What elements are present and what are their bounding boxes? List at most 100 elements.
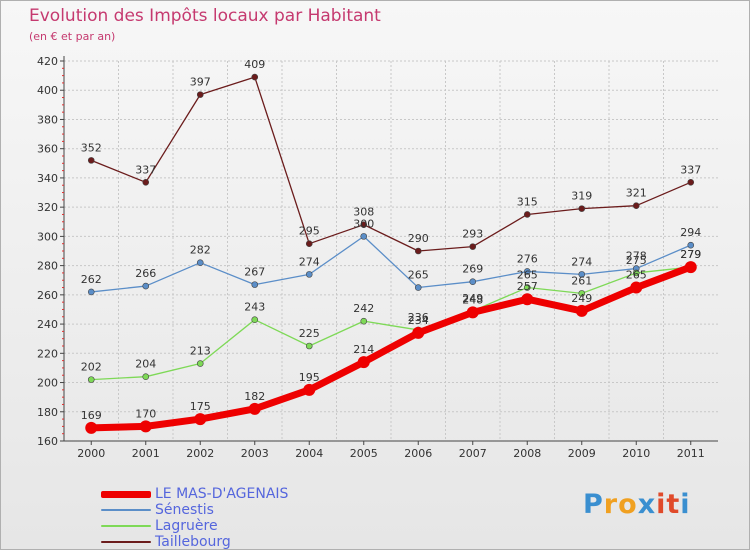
- x-tick-label: 2008: [513, 447, 541, 460]
- data-label: 409: [244, 58, 265, 71]
- data-label: 321: [626, 187, 647, 200]
- data-point: [523, 284, 531, 291]
- data-label: 294: [680, 226, 701, 239]
- data-point: [87, 376, 95, 383]
- data-label: 300: [353, 217, 374, 230]
- data-label: 213: [190, 345, 211, 358]
- data-label: 249: [571, 292, 592, 305]
- data-label: 290: [408, 232, 429, 245]
- data-label: 195: [299, 371, 320, 384]
- legend-label: Taillebourg: [155, 534, 231, 550]
- data-label: 257: [517, 280, 538, 293]
- data-point: [687, 179, 695, 186]
- data-point: [414, 247, 422, 255]
- x-tick-label: 2007: [459, 447, 487, 460]
- data-label: 214: [353, 343, 374, 356]
- legend-swatch: [101, 541, 151, 543]
- data-label: 352: [81, 141, 102, 154]
- x-tick-label: 2002: [186, 447, 214, 460]
- y-tick-label: 340: [37, 172, 58, 185]
- data-point: [360, 317, 368, 325]
- y-tick-label: 300: [37, 230, 58, 243]
- data-point: [248, 402, 261, 415]
- data-point: [466, 306, 479, 319]
- data-point: [305, 342, 313, 350]
- y-tick-label: 240: [37, 318, 58, 331]
- y-tick-label: 220: [37, 347, 58, 360]
- data-label: 265: [626, 269, 647, 282]
- logo-letter: r: [603, 489, 619, 520]
- legend-swatch: [101, 490, 151, 498]
- data-label: 337: [135, 163, 156, 176]
- data-point: [251, 73, 259, 81]
- data-point: [469, 243, 477, 250]
- data-label: 170: [135, 407, 156, 420]
- legend-item: LE MAS-D'AGENAIS: [101, 486, 288, 502]
- data-label: 267: [244, 266, 265, 279]
- series-line: [90, 266, 692, 381]
- data-point: [360, 221, 368, 228]
- data-label: 242: [353, 302, 374, 315]
- y-tick-label: 420: [37, 55, 58, 68]
- data-point: [578, 290, 586, 297]
- data-label: 204: [135, 358, 156, 371]
- data-point: [632, 202, 640, 209]
- data-point: [521, 293, 534, 306]
- data-point: [305, 271, 313, 278]
- logo-letter: o: [618, 489, 638, 520]
- series-line: [90, 235, 692, 293]
- legend-label: LE MAS-D'AGENAIS: [155, 486, 289, 502]
- data-label: 276: [517, 252, 538, 265]
- x-tick-label: 2005: [350, 447, 378, 460]
- data-point: [139, 420, 152, 433]
- x-tick-label: 2011: [677, 447, 705, 460]
- x-tick-label: 2000: [77, 447, 105, 460]
- x-tick-label: 2004: [295, 447, 323, 460]
- data-label: 236: [408, 311, 429, 324]
- legend-swatch: [101, 509, 151, 511]
- data-point: [196, 259, 204, 266]
- data-point: [575, 304, 588, 317]
- data-point: [87, 288, 95, 296]
- data-point: [87, 157, 95, 164]
- data-point: [142, 373, 150, 380]
- data-label: 337: [680, 163, 701, 176]
- logo-letter: x: [637, 489, 657, 520]
- data-label: 248: [462, 293, 483, 306]
- legend-item: Lagruère: [101, 518, 288, 534]
- data-point: [196, 91, 204, 98]
- data-label: 308: [353, 206, 374, 219]
- data-label: 282: [190, 244, 211, 257]
- data-label: 249: [462, 292, 483, 305]
- chart-subtitle: (en € et par an): [29, 30, 116, 43]
- chart-legend: LE MAS-D'AGENAIS Sénestis Lagruère Taillebo…: [101, 486, 288, 550]
- y-tick-label: 380: [37, 113, 58, 126]
- legend-label: Lagruère: [155, 518, 218, 534]
- legend-item: Sénestis: [101, 502, 288, 518]
- y-tick-label: 180: [37, 406, 58, 419]
- legend-label: Sénestis: [155, 502, 214, 518]
- data-point: [578, 271, 586, 278]
- data-label: 266: [135, 267, 156, 280]
- data-point: [305, 240, 313, 247]
- data-point: [578, 205, 586, 212]
- data-label: 279: [680, 248, 701, 261]
- data-label: 274: [299, 255, 320, 268]
- data-point: [251, 316, 259, 323]
- data-label: 262: [81, 273, 102, 286]
- data-point: [360, 233, 368, 240]
- data-point: [142, 179, 150, 186]
- chart-title: Evolution des Impôts locaux par Habitant: [29, 6, 381, 26]
- logo-letter: i: [680, 489, 691, 520]
- data-point: [469, 278, 477, 285]
- data-label: 265: [517, 269, 538, 282]
- data-label: 261: [571, 274, 592, 287]
- data-label: 278: [626, 250, 647, 263]
- data-point: [414, 284, 422, 291]
- data-point: [142, 282, 150, 290]
- data-point: [523, 268, 531, 275]
- data-label: 274: [571, 255, 592, 268]
- logo-letter: t: [666, 489, 681, 520]
- data-point: [630, 281, 643, 294]
